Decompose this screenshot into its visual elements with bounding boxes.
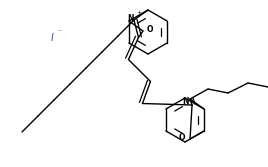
- Text: N: N: [182, 97, 188, 106]
- Text: +: +: [136, 10, 142, 15]
- Text: O: O: [147, 25, 153, 34]
- Text: ⁻: ⁻: [58, 28, 62, 37]
- Text: O: O: [179, 132, 185, 141]
- Text: N: N: [128, 14, 134, 23]
- Text: I: I: [51, 33, 53, 43]
